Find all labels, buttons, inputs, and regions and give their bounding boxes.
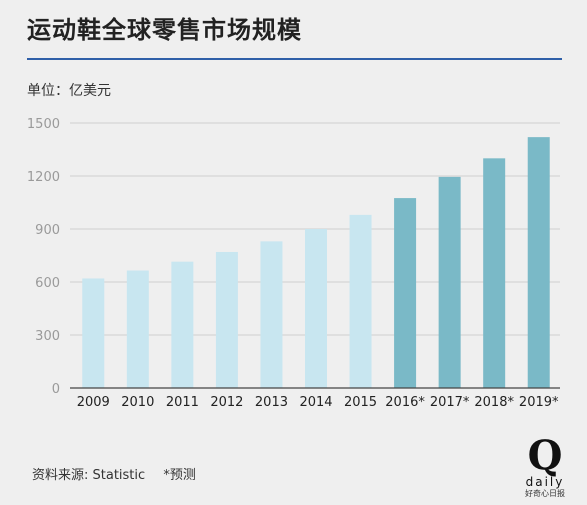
title-divider (27, 58, 562, 60)
x-tick-label: 2019* (519, 395, 559, 410)
forecast-note: *预测 (163, 468, 196, 483)
bar (126, 270, 149, 388)
x-tick-label: 2018* (474, 395, 514, 410)
bar (82, 278, 105, 388)
x-axis-labels: 2009 2010 2011 2012 2013 2014 2015 2016* 2017* 20… (77, 395, 559, 410)
y-tick-label: 600 (35, 276, 60, 291)
logo-subtitle: 好奇心日报 (525, 489, 565, 498)
qdaily-logo: Q daily 好奇心日报 (520, 436, 570, 502)
chart-title: 运动鞋全球零售市场规模 (27, 16, 302, 44)
y-tick-label: 1200 (27, 170, 60, 185)
source-note: 资料来源: Statistic *预测 (32, 464, 196, 483)
bar (527, 137, 550, 388)
y-tick-label: 900 (35, 223, 60, 238)
y-tick-label: 300 (35, 329, 60, 344)
logo-word: daily (525, 475, 565, 489)
bar (215, 251, 238, 388)
x-tick-label: 2016* (385, 395, 425, 410)
x-tick-label: 2012 (210, 395, 243, 410)
x-tick-label: 2011 (166, 395, 199, 410)
bar (483, 158, 506, 388)
x-tick-label: 2009 (77, 395, 110, 410)
unit-label: 单位：亿美元 (27, 83, 111, 99)
bars (82, 137, 550, 388)
y-axis-ticks: 0 300 600 900 1200 1500 (27, 117, 60, 397)
bar (171, 261, 194, 388)
y-tick-label: 0 (52, 382, 60, 397)
bar (305, 229, 327, 388)
x-tick-label: 2010 (121, 395, 154, 410)
source-label: 资料来源: Statistic (32, 468, 146, 483)
x-tick-label: 2017* (430, 395, 470, 410)
bar (438, 176, 461, 388)
bar (394, 198, 417, 388)
x-tick-label: 2015 (344, 395, 377, 410)
x-tick-label: 2013 (255, 395, 288, 410)
bar (349, 214, 372, 388)
logo-letter: Q (527, 432, 563, 479)
bar (260, 241, 283, 388)
x-tick-label: 2014 (299, 395, 332, 410)
y-tick-label: 1500 (27, 117, 60, 132)
